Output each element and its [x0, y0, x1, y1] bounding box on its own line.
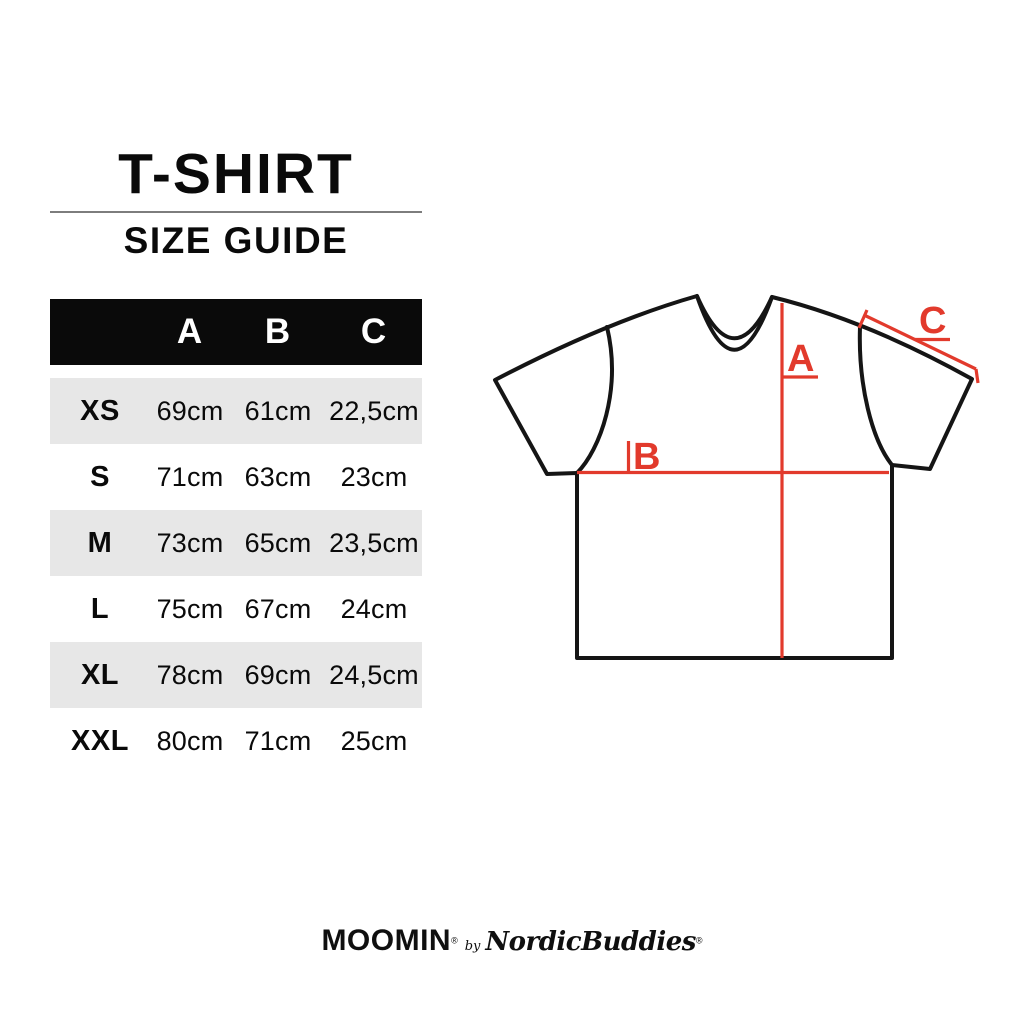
col-header-a: A: [176, 312, 204, 351]
value-c: 22,5cm: [329, 395, 419, 426]
registered-mark-2: ®: [695, 935, 703, 946]
value-c: 23cm: [340, 461, 408, 492]
title-divider: [50, 211, 422, 213]
table-row-m: M 73cm 65cm 23,5cm: [50, 510, 422, 576]
page-subtitle: SIZE GUIDE: [123, 220, 349, 261]
value-a: 69cm: [156, 395, 224, 426]
size-label: XXL: [71, 724, 129, 757]
size-label: M: [87, 526, 113, 559]
value-c: 24cm: [340, 593, 408, 624]
size-label: S: [90, 460, 110, 493]
col-header-c: C: [360, 312, 388, 351]
size-label: XS: [80, 394, 120, 427]
measurement-tick-c-start: [857, 309, 869, 329]
tshirt-diagram: A B C: [470, 270, 1010, 680]
value-a: 78cm: [156, 659, 224, 690]
measurement-tick-c-end: [974, 368, 980, 384]
value-a: 73cm: [156, 527, 224, 558]
table-row-xxl: XXL 80cm 71cm 25cm: [50, 708, 422, 774]
table-row-s: S 71cm 63cm 23cm: [50, 444, 422, 510]
value-b: 65cm: [244, 527, 312, 558]
measurement-label-a: A: [787, 338, 814, 380]
tshirt-collar-inner: [695, 294, 774, 341]
value-c: 23,5cm: [329, 527, 419, 558]
armhole-right: [857, 325, 894, 467]
value-b: 67cm: [244, 593, 312, 624]
moomin-wordmark: MOOMIN: [321, 924, 452, 957]
table-header-row: A B C: [50, 299, 422, 365]
value-b: 63cm: [244, 461, 312, 492]
tshirt-diagram-svg: A B C: [493, 294, 980, 660]
table-row-xs: XS 69cm 61cm 22,5cm: [50, 378, 422, 444]
measurement-label-b: B: [633, 436, 660, 478]
registered-mark: ®: [451, 935, 458, 946]
value-b: 71cm: [244, 725, 312, 756]
value-a: 80cm: [156, 725, 224, 756]
value-a: 75cm: [156, 593, 224, 624]
size-table: A B C XS 69cm 61cm 22,5cm S 71cm 63cm 23…: [50, 299, 422, 774]
value-a: 71cm: [156, 461, 224, 492]
measurement-label-c: C: [919, 300, 946, 342]
measurement-line-c: [863, 313, 977, 371]
nordicbuddies-wordmark: NordicBuddies: [485, 927, 696, 957]
table-row-l: L 75cm 67cm 24cm: [50, 576, 422, 642]
value-c: 24,5cm: [329, 659, 419, 690]
table-body: XS 69cm 61cm 22,5cm S 71cm 63cm 23cm M 7…: [50, 378, 422, 774]
tshirt-outline: [493, 294, 974, 660]
armhole-left: [575, 325, 614, 475]
col-header-b: B: [264, 312, 292, 351]
value-c: 25cm: [340, 725, 408, 756]
value-b: 61cm: [244, 395, 312, 426]
size-label: L: [90, 592, 110, 625]
table-row-xl: XL 78cm 69cm 24,5cm: [50, 642, 422, 708]
page-title: T-SHIRT: [118, 142, 354, 206]
size-label: XL: [80, 658, 120, 691]
brand-logo: MOOMIN® by NordicBuddies®: [0, 924, 1024, 958]
by-text: by: [464, 939, 481, 954]
value-b: 69cm: [244, 659, 312, 690]
